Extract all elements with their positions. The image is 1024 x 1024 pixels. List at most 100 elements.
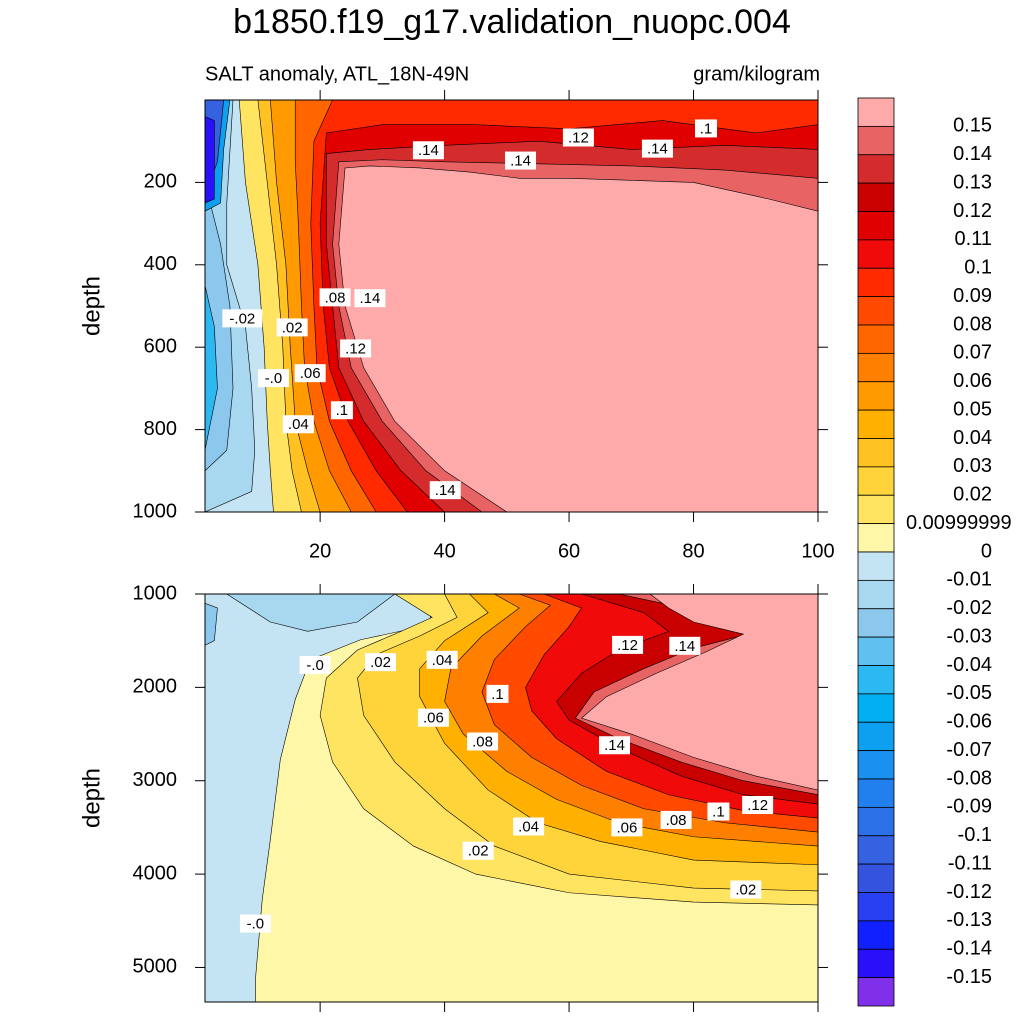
colorbar-label: -0.15 [946, 966, 992, 988]
contour-label: .08 [472, 733, 493, 750]
colorbar-label: 0.13 [953, 171, 992, 193]
contour-label-box [611, 818, 643, 837]
colorbar-label: 0.04 [953, 427, 992, 449]
colorbar-label: 0.15 [953, 115, 992, 137]
subtitle-left: SALT anomaly, ATL_18N-49N [205, 63, 469, 85]
y-tick-label: 600 [144, 335, 177, 357]
colorbar-box [857, 239, 895, 269]
colorbar-label: -0.08 [946, 767, 992, 789]
contour-region [205, 603, 218, 646]
y-tick-label: 4000 [133, 862, 178, 884]
contour-region [205, 116, 215, 204]
colorbar-label: 0.14 [953, 143, 992, 165]
y-tick-label: 5000 [133, 956, 178, 978]
contour-label: -.0 [247, 916, 265, 933]
x-tick-label: 80 [682, 540, 704, 562]
x-tick-label: 20 [309, 540, 331, 562]
contour-label: .04 [518, 818, 539, 835]
contour-label-box [505, 151, 537, 170]
contour-label: -.0 [306, 657, 324, 674]
colorbar-label: 0.1 [964, 257, 992, 279]
colorbar-label: 0.00999999 [906, 512, 1012, 534]
contour-label: .08 [325, 289, 346, 306]
colorbar-box [857, 409, 895, 439]
colorbar-label: 0.09 [953, 285, 992, 307]
contour-label: .14 [418, 142, 439, 159]
colorbar-box [857, 977, 895, 1007]
contour-label: -.0 [265, 370, 283, 387]
colorbar-label: 0.08 [953, 313, 992, 335]
colorbar-label: -0.09 [946, 796, 992, 818]
colorbar-box [857, 352, 895, 383]
contour-label-box [467, 732, 499, 751]
colorbar-box [857, 608, 895, 638]
contour-label: .06 [423, 710, 444, 727]
contour-label-box [429, 481, 461, 500]
contour-label: .14 [604, 737, 625, 754]
contour-label: .12 [568, 129, 589, 146]
colorbar-label: -0.11 [948, 852, 992, 874]
colorbar-box [857, 182, 895, 212]
contour-label: .1 [491, 686, 504, 703]
plot-frame [204, 593, 819, 1003]
y-tick-label: 2000 [133, 676, 178, 698]
y-tick-label: 1000 [133, 582, 178, 604]
colorbar-label: 0.12 [953, 200, 992, 222]
contour-label-box [730, 880, 762, 899]
contour-label-box [239, 914, 271, 933]
colorbar-box [857, 97, 895, 127]
contour-region [205, 285, 218, 451]
plot-area: -.0 .02 .04 .1 .06 .08 .12 .14 .14 .04 .02 .06 .08 .1… [205, 594, 818, 1002]
contour-label: .02 [370, 654, 391, 671]
colorbar-box [857, 523, 895, 553]
contour-label: .1 [712, 804, 725, 821]
contour-label-box [282, 415, 314, 434]
contour-label-box [276, 318, 308, 337]
colorbar-box [857, 466, 895, 496]
contour-label: .06 [300, 365, 321, 382]
contour-label-box [340, 339, 372, 358]
colorbar-box [857, 154, 895, 184]
y-tick-label: 400 [144, 253, 177, 275]
colorbar-box [857, 211, 895, 241]
x-tick-label: 40 [433, 540, 455, 562]
contour-label: .12 [747, 797, 768, 814]
colorbar-label: 0 [981, 540, 992, 562]
contour-label-box [562, 128, 594, 147]
colorbar-label: -0.02 [946, 597, 992, 619]
contour-label-box [486, 684, 509, 703]
contour-label-box [694, 119, 717, 138]
y-axis-title: depth [78, 768, 105, 828]
contour-label: .12 [345, 340, 366, 357]
colorbar-label: 0.07 [953, 342, 992, 364]
subtitle-right: gram/kilogram [693, 63, 820, 85]
y-tick-label: 200 [144, 171, 177, 193]
colorbar-label: 0.11 [955, 228, 992, 250]
contour-label-box [257, 369, 289, 388]
y-tick-label: 3000 [133, 769, 178, 791]
colorbar-box [857, 693, 895, 723]
contour-label-box [354, 289, 386, 308]
contour-label-box [299, 655, 331, 674]
colorbar-box [857, 948, 895, 979]
colorbar-box [857, 296, 895, 326]
contour-label: .1 [336, 402, 349, 419]
contour-label-box [669, 636, 701, 655]
contour-label-box [598, 736, 630, 755]
colorbar-label: -0.13 [946, 909, 992, 931]
contour-label-box [412, 141, 444, 160]
contour-label-box [319, 288, 351, 307]
colorbar-box [857, 806, 895, 837]
colorbar-box [857, 835, 895, 865]
colorbar-box [857, 494, 895, 525]
colorbar-label: 0.05 [953, 398, 992, 420]
contour-label: .08 [666, 812, 687, 829]
contour-label-box [612, 635, 644, 654]
contour-label: -.02 [229, 310, 255, 327]
colorbar-box [857, 551, 895, 581]
contour-label-box [330, 401, 353, 420]
contour-label-box [742, 796, 774, 815]
contour-label-box [417, 708, 449, 727]
colorbar-label: -0.04 [946, 654, 992, 676]
contour-label-box [660, 810, 692, 829]
